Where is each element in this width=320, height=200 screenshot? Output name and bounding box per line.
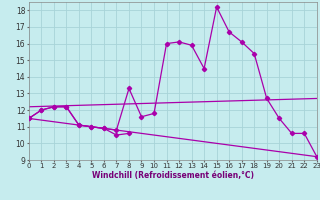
X-axis label: Windchill (Refroidissement éolien,°C): Windchill (Refroidissement éolien,°C) — [92, 171, 254, 180]
